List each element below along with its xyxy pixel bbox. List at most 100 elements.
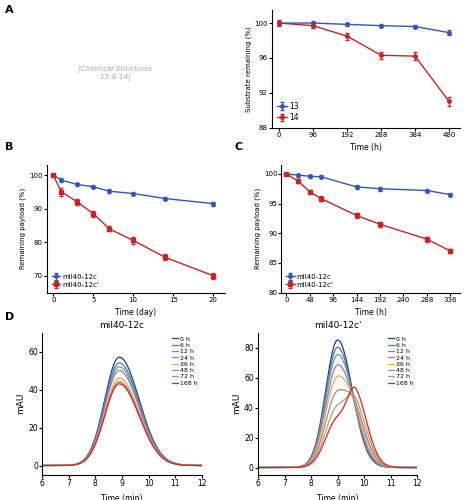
Text: [Chemical Structures
13 & 14]: [Chemical Structures 13 & 14] — [78, 65, 152, 80]
6 h — [80, 458, 86, 464]
72 h — [117, 379, 122, 385]
72 h — [39, 462, 45, 468]
24 h — [39, 462, 45, 468]
24 h — [376, 460, 381, 466]
12 h — [349, 389, 355, 395]
12 h — [376, 460, 381, 466]
Text: C: C — [234, 142, 242, 152]
72 h — [349, 391, 355, 397]
Legend: mil40-12c, mil40-12c': mil40-12c, mil40-12c' — [50, 272, 100, 289]
Line: 12 h: 12 h — [42, 366, 202, 466]
12 h — [255, 464, 261, 470]
Text: B: B — [5, 142, 13, 152]
168 h — [199, 462, 204, 468]
6 h — [283, 464, 289, 470]
24 h — [160, 454, 166, 460]
72 h — [296, 464, 302, 470]
36 h — [80, 458, 86, 464]
12 h — [117, 364, 122, 370]
12 h — [146, 430, 152, 436]
Line: 6 h: 6 h — [42, 363, 202, 466]
168 h — [351, 384, 357, 390]
Line: 48 h: 48 h — [42, 382, 202, 466]
24 h — [362, 436, 368, 442]
12 h — [112, 369, 117, 375]
72 h — [327, 415, 333, 421]
0 h — [362, 442, 368, 448]
168 h — [296, 464, 302, 470]
12 h — [415, 464, 420, 470]
0 h — [199, 462, 204, 468]
48 h — [338, 386, 344, 392]
12 h — [68, 462, 73, 468]
168 h — [68, 462, 73, 468]
48 h — [134, 405, 139, 411]
6 h — [335, 344, 340, 350]
72 h — [349, 391, 355, 397]
24 h — [117, 368, 122, 374]
Title: mil40-12c: mil40-12c — [99, 322, 144, 330]
12 h — [296, 464, 302, 470]
72 h — [134, 405, 139, 411]
12 h — [39, 462, 45, 468]
48 h — [160, 454, 166, 460]
Line: 0 h: 0 h — [258, 340, 417, 468]
0 h — [112, 360, 117, 366]
72 h — [160, 454, 166, 460]
Text: D: D — [5, 312, 14, 322]
72 h — [68, 462, 73, 468]
36 h — [117, 375, 122, 381]
36 h — [146, 434, 152, 440]
0 h — [80, 458, 86, 464]
24 h — [283, 464, 289, 470]
Line: 48 h: 48 h — [258, 390, 417, 468]
6 h — [160, 453, 166, 459]
24 h — [349, 392, 355, 398]
6 h — [199, 462, 204, 468]
0 h — [349, 386, 355, 392]
36 h — [39, 462, 45, 468]
Legend: 0 h, 6 h, 12 h, 24 h, 36 h, 48 h, 72 h, 168 h: 0 h, 6 h, 12 h, 24 h, 36 h, 48 h, 72 h, … — [387, 336, 414, 386]
36 h — [336, 373, 342, 379]
6 h — [39, 462, 45, 468]
72 h — [283, 464, 289, 470]
48 h — [415, 464, 420, 470]
X-axis label: Time (min): Time (min) — [317, 494, 358, 500]
0 h — [327, 360, 333, 366]
36 h — [68, 462, 73, 468]
6 h — [362, 440, 368, 446]
6 h — [146, 428, 152, 434]
168 h — [134, 406, 139, 412]
36 h — [327, 391, 333, 397]
48 h — [327, 403, 333, 409]
X-axis label: Time (min): Time (min) — [101, 494, 143, 500]
48 h — [255, 464, 261, 470]
Legend: 13, 14: 13, 14 — [276, 100, 300, 124]
24 h — [255, 464, 261, 470]
0 h — [117, 354, 122, 360]
Line: 36 h: 36 h — [258, 376, 417, 468]
Line: 72 h: 72 h — [42, 382, 202, 466]
Y-axis label: mAU: mAU — [16, 393, 25, 414]
36 h — [415, 464, 420, 470]
X-axis label: Time (day): Time (day) — [115, 308, 157, 317]
6 h — [134, 392, 139, 398]
0 h — [335, 337, 340, 343]
72 h — [146, 435, 152, 441]
0 h — [146, 427, 152, 433]
6 h — [68, 462, 73, 468]
168 h — [146, 436, 152, 442]
36 h — [134, 402, 139, 408]
12 h — [335, 352, 341, 358]
48 h — [112, 384, 117, 390]
12 h — [80, 458, 86, 464]
48 h — [199, 462, 204, 468]
36 h — [283, 464, 289, 470]
24 h — [68, 462, 73, 468]
12 h — [134, 394, 139, 400]
6 h — [349, 388, 355, 394]
24 h — [415, 464, 420, 470]
0 h — [376, 462, 381, 468]
36 h — [255, 464, 261, 470]
12 h — [327, 372, 333, 378]
